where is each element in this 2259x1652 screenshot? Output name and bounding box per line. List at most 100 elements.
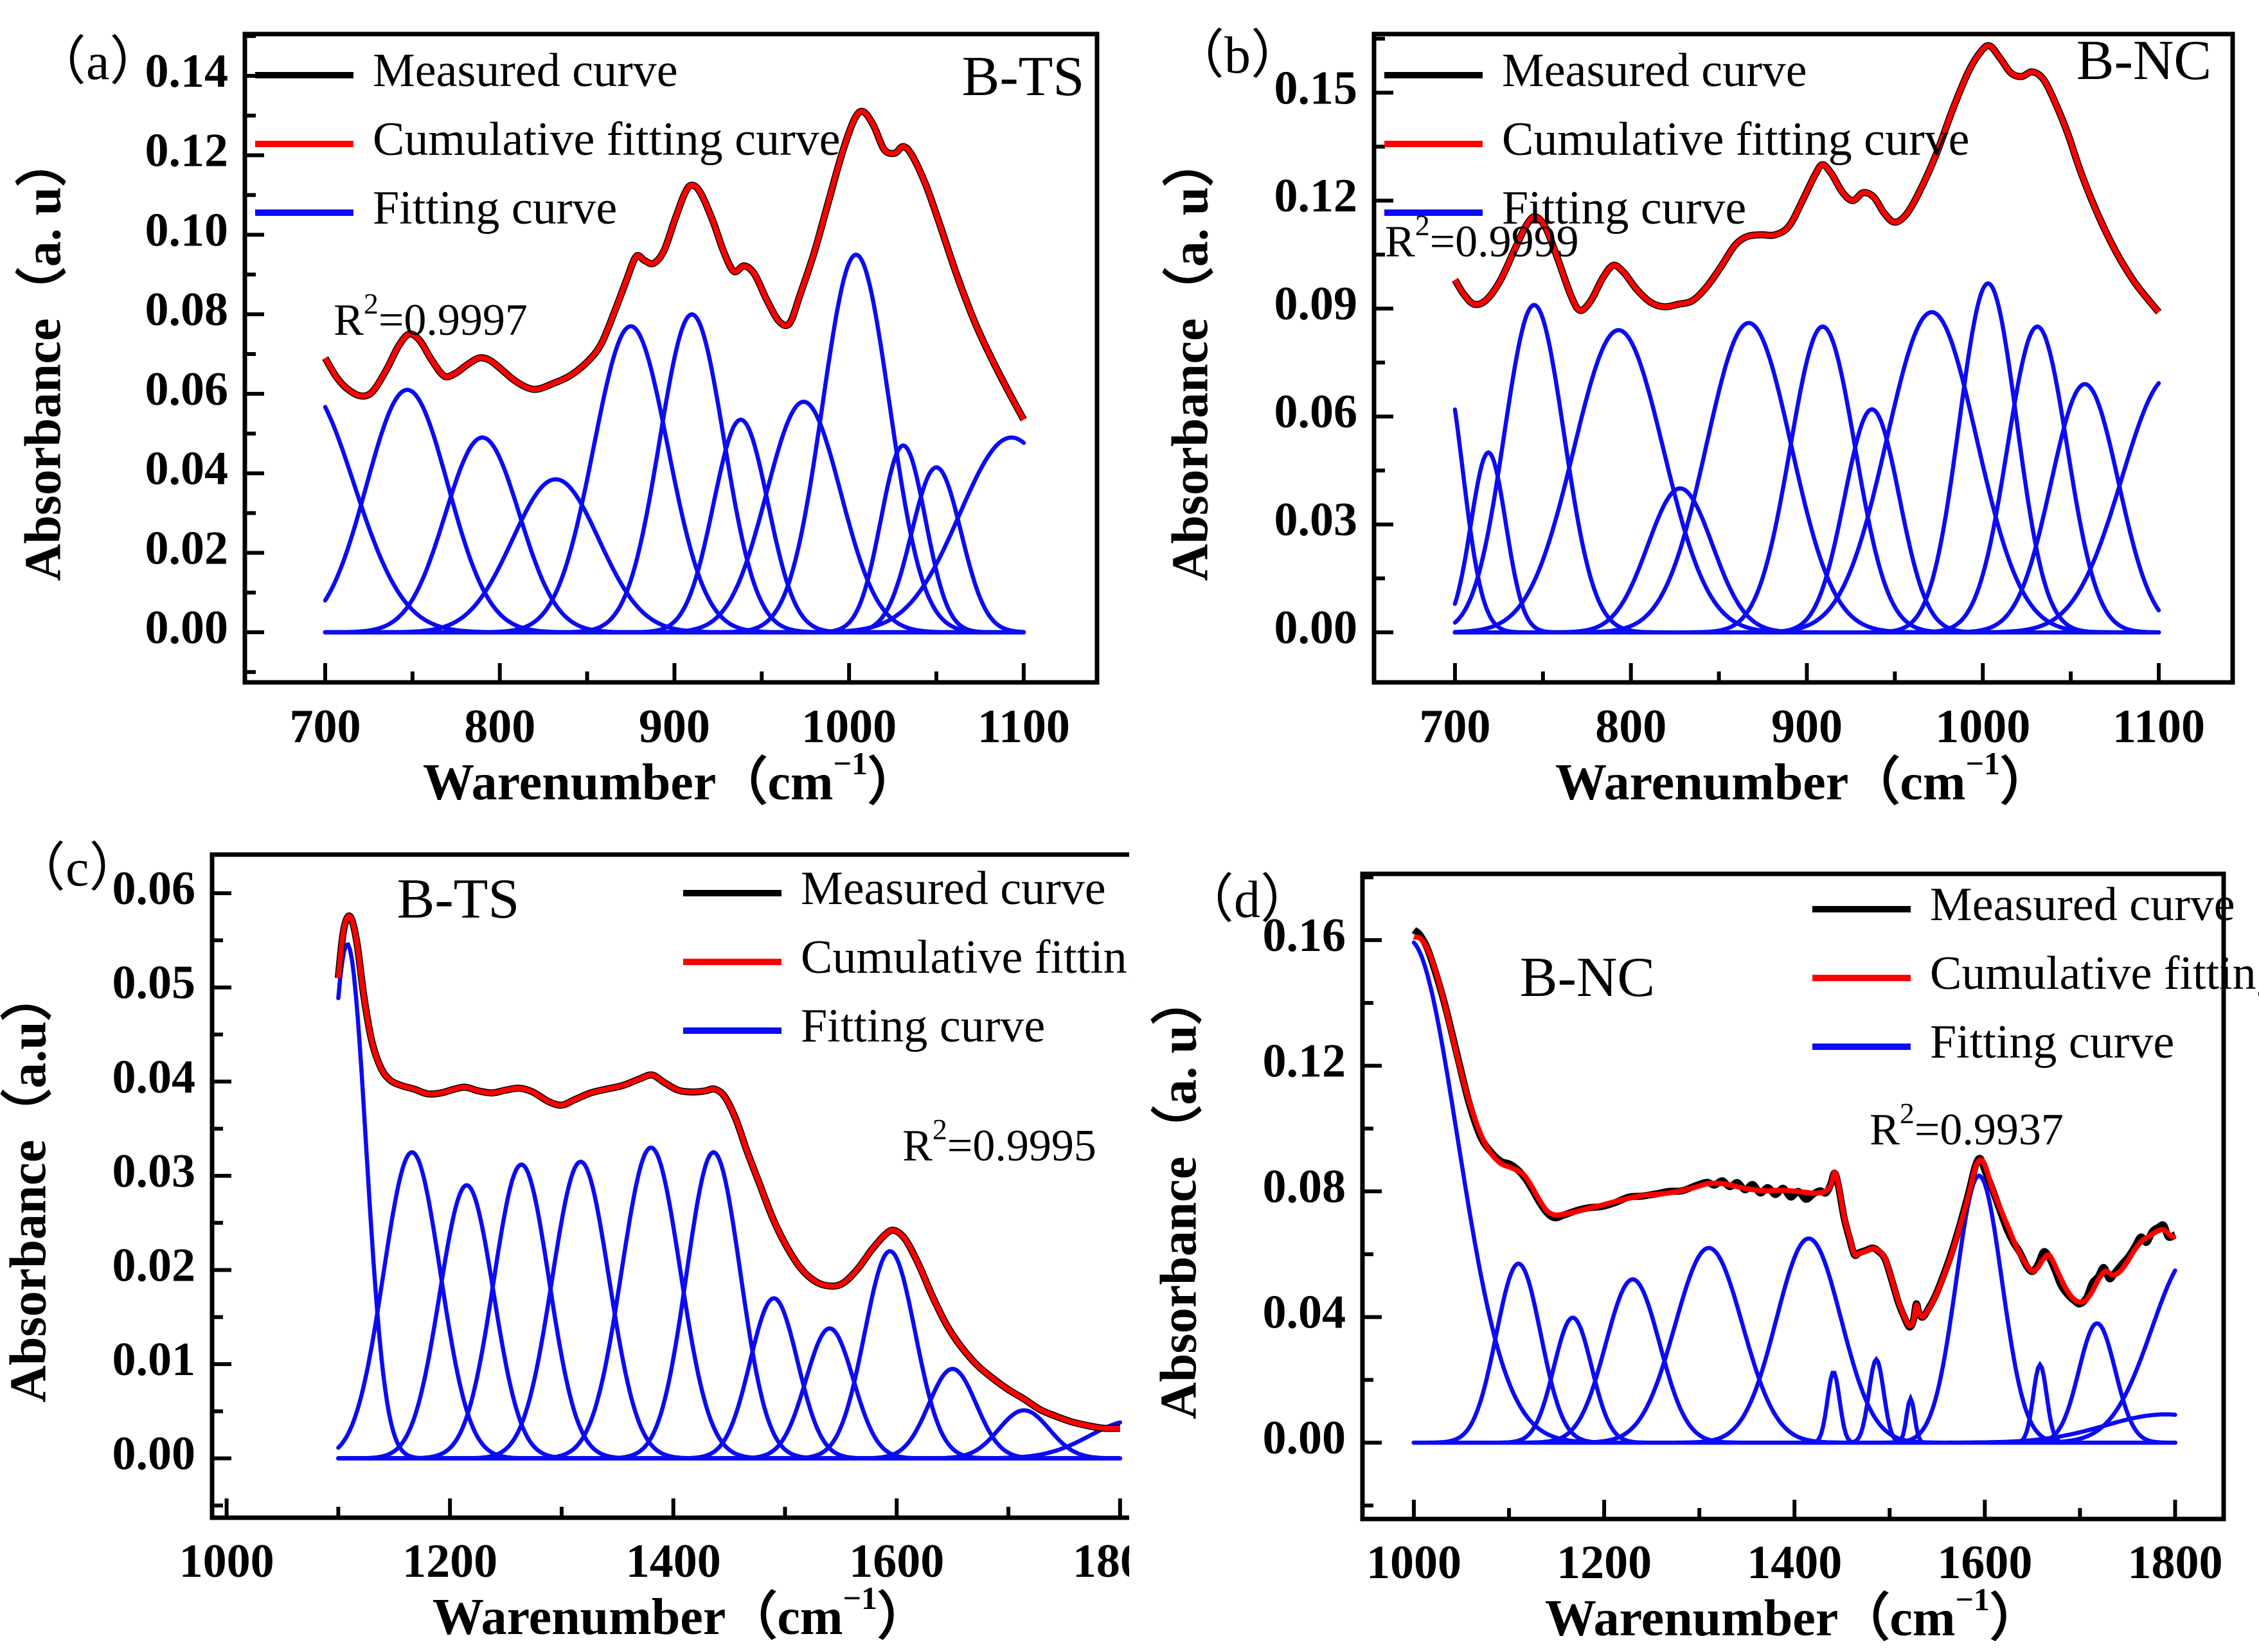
- legend-label-cumulative-fitting: Cumulative fitting curve: [373, 113, 841, 166]
- legend-label-measured: Measured curve: [1502, 44, 1807, 97]
- y-axis-title: Absorbance（a.u）: [0, 970, 57, 1402]
- legend-label-measured: Measured curve: [801, 862, 1106, 915]
- r-squared-annotation: R2=0.9937: [1870, 1097, 2064, 1155]
- y-tick-label: 0.08: [145, 283, 229, 336]
- x-axis-title: Warenumber（cm−1）: [1555, 745, 2051, 811]
- r-squared-annotation: R2=0.9999: [1385, 209, 1579, 267]
- axis-ticks: [1362, 875, 2177, 1519]
- x-tick-label: 700: [1419, 700, 1490, 753]
- chart-a: 700 800 900 1000 1100 0.00 0.02 0.04 0.06 0.08 0.1…: [15, 31, 1100, 811]
- x-tick-label: 1600: [1937, 1536, 2032, 1589]
- y-tick-label: 0.04: [1263, 1286, 1346, 1339]
- fitting-curve-1: [1452, 407, 2161, 635]
- curves: [334, 912, 1123, 1461]
- x-tick-label: 1000: [1366, 1536, 1461, 1589]
- legend-label-fitting: Fitting curve: [1930, 1016, 2174, 1069]
- panel-c: （c） 1000 1200 1400 1600 1800 0.00 0.01 0.02 0.03…: [0, 817, 1129, 1652]
- y-tick-label: 0.12: [145, 125, 229, 177]
- plot-frame: [210, 852, 1129, 1520]
- x-tick-label: 700: [289, 700, 361, 753]
- fitting-curve-13: [1452, 381, 2161, 635]
- curves: [1452, 42, 2162, 635]
- fitting-curve-8: [336, 1296, 1123, 1461]
- fitting-curve-3: [336, 1183, 1123, 1461]
- panel-letter-a: （a）: [33, 32, 163, 91]
- sample-label: B-NC: [2076, 30, 2211, 92]
- x-tick-label: 800: [1595, 700, 1666, 753]
- x-tick-label: 1200: [1557, 1536, 1652, 1589]
- legend-label-fitting: Fitting curve: [801, 1000, 1045, 1052]
- y-tick-label: 0.06: [112, 862, 196, 915]
- measured-curve: [334, 912, 1120, 1432]
- fitting-curve-12: [1411, 1321, 2177, 1445]
- y-tick-label: 0.06: [145, 363, 229, 416]
- cumulative-fitting-curve: [1452, 43, 2161, 314]
- legend: Measured curve Cumulative fitting curve Fi…: [255, 44, 841, 235]
- panel-letter-c: （c）: [13, 839, 142, 897]
- x-tick-label: 1000: [1935, 700, 2030, 753]
- y-tick-label: 0.16: [1263, 909, 1346, 962]
- legend-label-cumulative-fitting: Cumulative fitting curve: [801, 931, 1129, 984]
- x-tick-label: 1200: [402, 1535, 497, 1588]
- legend: Measured curve Cumulative fitting curve Fi…: [1812, 878, 2259, 1069]
- fitting-curve-13: [336, 1420, 1123, 1461]
- fitting-curve-14: [1411, 1412, 2177, 1445]
- r-squared-annotation: R2=0.9997: [334, 287, 528, 346]
- legend: Measured curve Cumulative fitting curve Fi…: [683, 862, 1129, 1052]
- axis-ticks: [1374, 37, 2161, 682]
- x-tick-label: 900: [639, 700, 710, 753]
- sample-label: B-TS: [962, 46, 1085, 108]
- y-tick-label: 0.12: [1263, 1035, 1346, 1088]
- fitting-curve-10: [1411, 1173, 2177, 1445]
- x-tick-label: 1600: [849, 1535, 944, 1588]
- x-axis-title: Warenumber（cm−1）: [423, 745, 919, 811]
- axis-ticks: [212, 891, 1122, 1518]
- y-tick-label: 0.03: [112, 1145, 196, 1198]
- legend-label-cumulative-fitting: Cumulative fitting curve: [1930, 947, 2259, 1000]
- plot-frame: [242, 31, 1100, 685]
- cumulative-fitting-curve: [1413, 934, 2177, 1329]
- y-tick-label: 0.06: [1274, 386, 1358, 438]
- panel-letter-d: （d）: [1181, 870, 1314, 928]
- y-tick-label: 0.01: [112, 1333, 196, 1386]
- sample-label: B-NC: [1520, 946, 1655, 1009]
- y-tick-label: 0.04: [145, 443, 229, 495]
- curves: [1411, 927, 2177, 1445]
- y-axis-title: Absorbance（a. u）: [1162, 136, 1219, 581]
- fitting-curve-6: [1411, 1236, 2177, 1445]
- legend-label-measured: Measured curve: [373, 44, 678, 97]
- y-tick-label: 0.08: [1263, 1160, 1346, 1213]
- x-tick-label: 1400: [626, 1535, 721, 1588]
- x-tick-label: 800: [464, 700, 535, 753]
- fitting-curve-8: [323, 399, 1026, 635]
- x-tick-label: 1800: [1073, 1535, 1129, 1588]
- fitting-curve-10: [1452, 281, 2161, 635]
- panel-d: （d） 1000 1200 1400 1600 1800 0.00 0.04 0.08 0.12…: [1129, 817, 2259, 1652]
- x-tick-label: 1100: [978, 700, 1070, 753]
- y-tick-label: 0.00: [112, 1428, 196, 1480]
- legend-label-fitting: Fitting curve: [1502, 182, 1746, 235]
- x-tick-label: 1400: [1747, 1536, 1842, 1589]
- legend-label-fitting: Fitting curve: [373, 182, 617, 235]
- chart-c: 1000 1200 1400 1600 1800 0.00 0.01 0.02 0.03 0.04…: [0, 852, 1129, 1646]
- cumulative-fitting-curve: [335, 913, 1120, 1432]
- y-tick-label: 0.12: [1274, 170, 1358, 222]
- panel-a: （a） 700 800 900 1000 1100 0.00 0.02 0.04 0.06 0.0…: [0, 0, 1129, 817]
- panel-b: （b） 700 800 900 1000 1100 0.00 0.03 0.06 0.09 0.1…: [1129, 0, 2259, 817]
- legend: Measured curve Cumulative fitting curve Fi…: [1384, 44, 1970, 235]
- x-axis-title: Warenumber（cm−1）: [1545, 1581, 2041, 1647]
- fitting-curve-11: [1411, 1360, 2177, 1445]
- legend-label-measured: Measured curve: [1930, 878, 2235, 931]
- r-squared-annotation: R2=0.9995: [902, 1113, 1096, 1171]
- y-axis-title: Absorbance（a. u）: [15, 136, 71, 581]
- x-tick-label: 900: [1771, 700, 1843, 753]
- fitting-curve-7: [323, 417, 1026, 635]
- cumulative-fitting-curve: [323, 109, 1026, 421]
- x-tick-label: 1000: [801, 700, 897, 753]
- y-tick-label: 0.03: [1274, 493, 1358, 546]
- x-tick-label: 1100: [2112, 700, 2205, 753]
- axis-ticks: [245, 34, 1026, 682]
- fitting-curve-7: [336, 1150, 1123, 1461]
- y-axis-title: Absorbance（a. u）: [1150, 973, 1207, 1419]
- y-tick-label: 0.00: [145, 601, 229, 654]
